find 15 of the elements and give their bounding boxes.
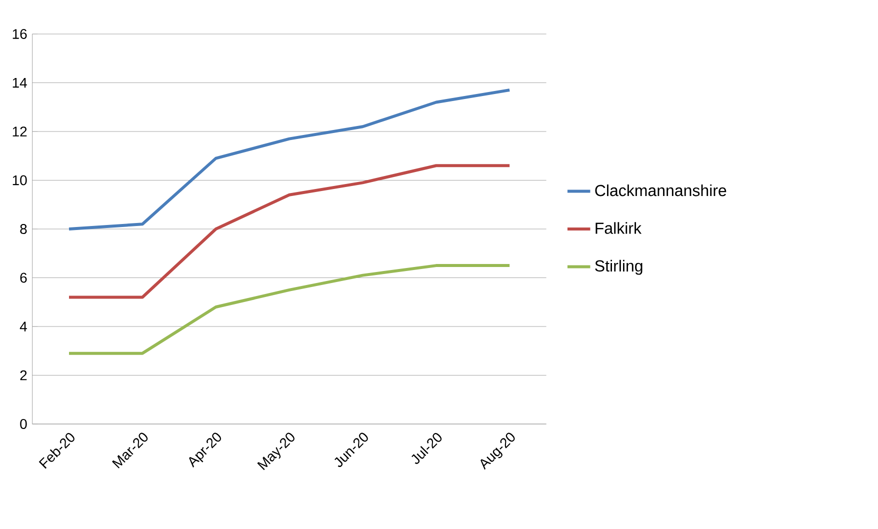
y-tick-label: 2	[20, 370, 27, 380]
line-series	[68, 164, 512, 299]
y-tick-label: 12	[12, 126, 27, 136]
y-tick-label: 14	[12, 78, 27, 88]
line-series	[68, 264, 512, 355]
legend-label: Stirling	[595, 260, 642, 275]
line-series	[68, 88, 512, 230]
y-tick-label: 10	[12, 175, 27, 186]
y-tick-label: 0	[20, 419, 27, 429]
y-tick-label: 8	[20, 224, 27, 234]
legend-label: Clackmannanshire	[595, 184, 726, 196]
y-tick-label: 4	[20, 322, 27, 332]
y-tick-label: 16	[12, 29, 27, 39]
y-tick-label: 6	[20, 272, 27, 283]
legend-label: Falkirk	[596, 222, 642, 234]
